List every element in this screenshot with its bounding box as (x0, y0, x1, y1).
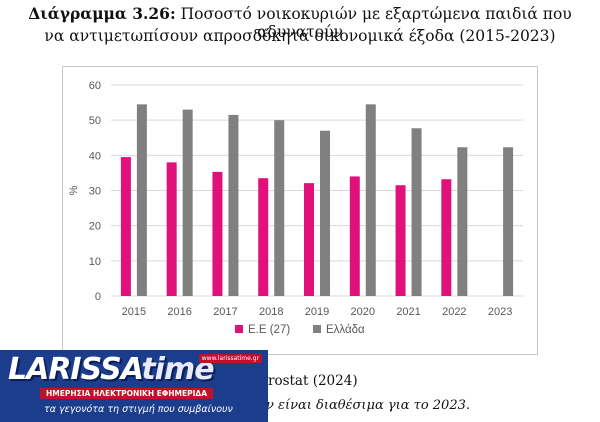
bar-greece-2016 (182, 109, 193, 296)
y-tick-label: 0 (95, 291, 101, 303)
bar-eu27-2018 (258, 178, 269, 296)
footnote: ν είναι διαθέσιμα για το 2023. (266, 398, 471, 413)
banner-slogan: τα γεγονότα τη στιγμή που συμβαίνουν (44, 404, 233, 415)
y-tick-label: 50 (89, 115, 101, 127)
bar-greece-2019 (320, 130, 330, 296)
x-tick-label: 2015 (122, 306, 146, 318)
banner-logo: LARISSAtime (8, 352, 215, 387)
source-caption: rostat (2024) (268, 373, 358, 389)
bar-greece-2015 (136, 104, 147, 296)
legend-label-eu27: Ε.Ε (27) (248, 324, 290, 336)
legend-swatch-greece (313, 325, 321, 333)
bar-chart: 0 10 20 30 40 50 60% 2015 2016 2017 2018 2019 2020 20… (68, 80, 523, 336)
bar-eu27-2016 (166, 162, 177, 296)
banner-strap: ΗΜΕΡΗΣΙΑ ΗΛΕΚΤΡΟΝΙΚΗ ΕΦΗΜΕΡΙΔΑ (40, 388, 213, 399)
y-tick-label: 40 (89, 150, 101, 162)
bar-greece-2020 (365, 104, 376, 296)
bar-greece-2023 (503, 147, 514, 296)
chart-frame: 0 10 20 30 40 50 60% 2015 2016 2017 2018 2019 2020 20… (62, 66, 538, 355)
larissatime-banner[interactable]: LARISSAtime www.larissatime.gr ΗΜΕΡΗΣΙΑ … (0, 350, 268, 422)
x-tick-label: 2016 (167, 306, 191, 318)
banner-brand: LARISSA (8, 352, 142, 387)
y-tick-label: 60 (89, 80, 101, 92)
bar-greece-2022 (457, 147, 468, 296)
bar-eu27-2022 (441, 179, 452, 296)
bar-greece-2021 (411, 128, 422, 296)
x-tick-label: 2023 (488, 306, 512, 318)
x-tick-label: 2018 (259, 306, 283, 318)
banner-url[interactable]: www.larissatime.gr (198, 354, 262, 363)
x-tick-label: 2020 (351, 306, 375, 318)
y-tick-label: 10 (89, 256, 101, 268)
chart-title-line-2: να αντιμετωπίσουν απροσδόκητα οικονομικά… (44, 27, 556, 45)
x-tick-label: 2021 (396, 306, 420, 318)
chart-title-lead: Διάγραμμα 3.26: (28, 4, 176, 23)
y-tick-label: 20 (89, 221, 101, 233)
bar-greece-2018 (274, 120, 285, 296)
y-tick-label: 30 (89, 186, 101, 198)
bar-greece-2017 (228, 114, 239, 296)
bar-eu27-2017 (212, 171, 223, 296)
bar-eu27-2021 (395, 185, 406, 296)
bar-eu27-2019 (304, 183, 314, 296)
x-tick-label: 2019 (305, 306, 329, 318)
legend-label-greece: Ελλάδα (326, 324, 365, 336)
bar-eu27-2020 (349, 176, 360, 296)
x-tick-label: 2022 (442, 306, 466, 318)
legend-swatch-eu27 (235, 325, 243, 333)
chart-title-text: Ποσοστό νοικοκυριών με εξαρτώμενα παιδιά… (180, 5, 572, 41)
chart-title-line-1: Διάγραμμα 3.26: Ποσοστό νοικοκυριών με ε… (0, 4, 600, 41)
bar-eu27-2015 (120, 157, 131, 296)
x-tick-label: 2017 (213, 306, 237, 318)
y-axis-label: % (68, 185, 80, 195)
